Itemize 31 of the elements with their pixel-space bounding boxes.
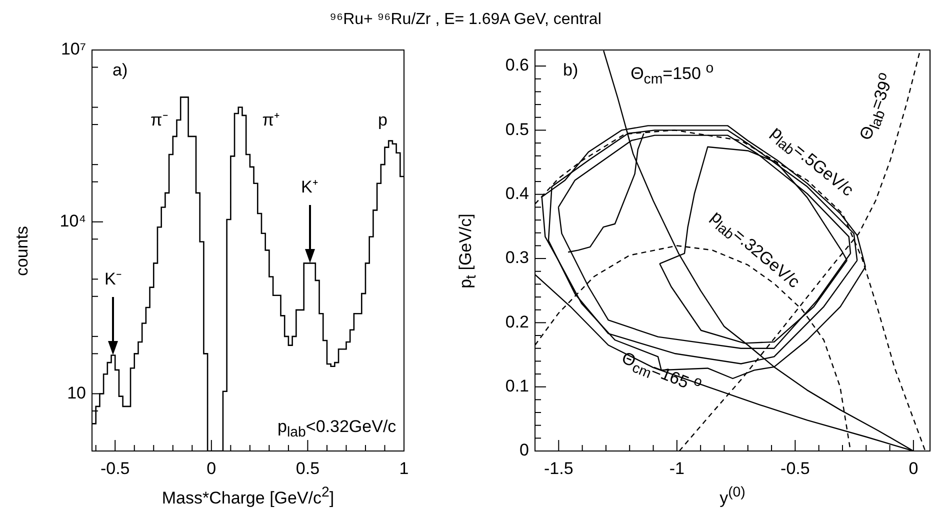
- x-axis-title: Mass*Charge [GeV/c$^{2}$]: [162, 484, 334, 508]
- y-tick-label: 0.1: [505, 376, 529, 396]
- y-tick-label: 0.3: [505, 248, 529, 268]
- x-tick-label: 0: [908, 458, 918, 478]
- y-tick-label: 10⁷: [60, 40, 86, 59]
- y-tick-label: 0.2: [505, 312, 529, 332]
- annotation: π⁻: [150, 110, 168, 130]
- annotation: a): [112, 60, 128, 80]
- x-tick-label: -0.5: [780, 458, 810, 478]
- x-axis-title: y$^{(0)}$: [720, 484, 746, 508]
- annotation: b): [562, 60, 578, 80]
- x-tick-label: -1: [669, 458, 684, 478]
- y-tick-label: 10: [67, 383, 86, 402]
- x-tick-label: -1.5: [544, 458, 574, 478]
- annotation: p$_{lab}$<0.32GeV/c: [278, 417, 396, 441]
- y-tick-label: 0.6: [505, 56, 529, 75]
- annotation: K⁻: [104, 270, 122, 289]
- text: ⁹⁶Ru+ ⁹⁶Ru/Zr , E= 1.69A GeV, central: [328, 11, 602, 28]
- annotation: p: [378, 110, 388, 130]
- y-axis-title: counts: [12, 225, 32, 276]
- y-tick-label: 0.5: [505, 120, 529, 139]
- annotation: Θ$_{cm}$=150 $^{o}$: [630, 60, 714, 88]
- y-tick-label: 10⁴: [60, 212, 86, 231]
- x-tick-label: 0.5: [296, 458, 320, 478]
- x-tick-label: -0.5: [100, 458, 130, 478]
- y-tick-label: 0: [520, 440, 529, 460]
- x-tick-label: 1: [399, 458, 409, 478]
- x-tick-label: 0: [206, 458, 216, 478]
- annotation: K⁺: [300, 178, 318, 197]
- annotation: π⁺: [262, 110, 280, 130]
- y-tick-label: 0.4: [505, 184, 529, 204]
